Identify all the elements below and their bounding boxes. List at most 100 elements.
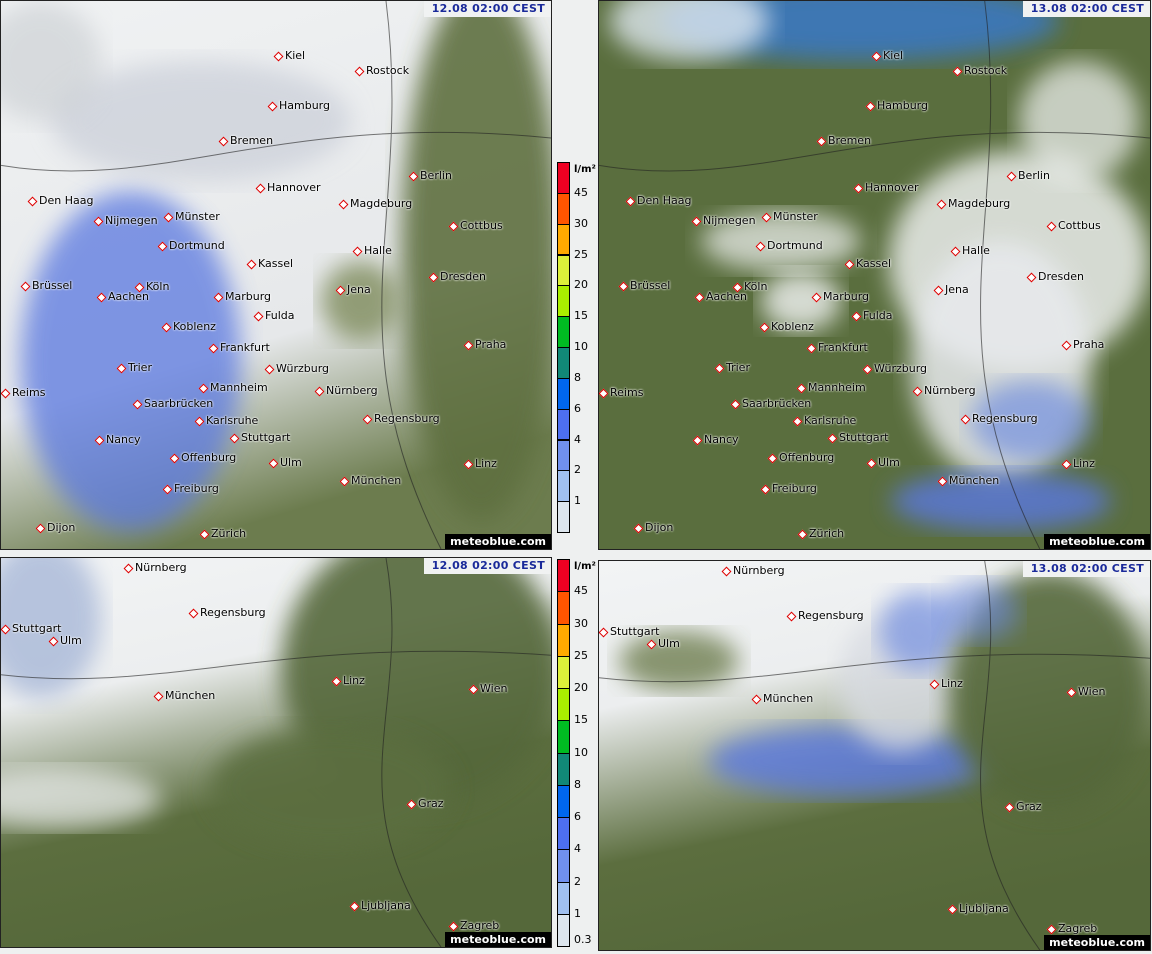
legend-color-step xyxy=(557,377,570,410)
city-marker-icon xyxy=(255,183,266,193)
city-name: Dresden xyxy=(440,270,486,283)
map-panel-1: Kiel Rostock Hamburg Bremen Berlin Hannover De… xyxy=(0,0,552,550)
legend-color-step xyxy=(557,192,570,225)
city-marker-icon xyxy=(27,196,38,206)
city-label: Köln xyxy=(732,280,767,293)
legend-label: 4 xyxy=(574,842,581,856)
legend-unit: l/m² xyxy=(574,561,596,572)
legend-color-step xyxy=(557,784,570,818)
legend-label: 8 xyxy=(574,777,581,791)
city-name: Ulm xyxy=(658,637,680,650)
city-name: Ljubljana xyxy=(361,899,411,912)
city-marker-icon xyxy=(169,453,180,463)
city-name: Trier xyxy=(726,361,750,374)
legend-label: 30 xyxy=(574,216,588,230)
city-marker-icon xyxy=(960,414,971,424)
city-marker-icon xyxy=(1066,687,1077,697)
city-name: Graz xyxy=(1016,800,1042,813)
city-marker-icon xyxy=(806,343,817,353)
city-label: Hannover xyxy=(255,181,321,194)
city-label: Stuttgart xyxy=(599,625,659,638)
city-marker-icon xyxy=(188,608,199,618)
city-marker-icon xyxy=(264,364,275,374)
watermark: meteoblue.com xyxy=(445,932,551,947)
city-marker-icon xyxy=(599,388,609,398)
city-marker-icon xyxy=(246,259,257,269)
city-marker-icon xyxy=(134,282,145,292)
city-name: Cottbus xyxy=(460,219,503,232)
city-marker-icon xyxy=(428,272,439,282)
city-name: Nijmegen xyxy=(703,214,756,227)
city-marker-icon xyxy=(198,383,209,393)
city-marker-icon xyxy=(35,523,46,533)
legend-label: 45 xyxy=(574,185,588,199)
city-marker-icon xyxy=(721,566,732,576)
precipitation-area xyxy=(1,1,101,121)
city-marker-icon xyxy=(338,199,349,209)
city-label: Zürich xyxy=(797,527,844,540)
city-label: Nürnberg xyxy=(721,564,785,577)
city-name: München xyxy=(949,474,1000,487)
city-name: Offenburg xyxy=(779,451,835,464)
city-name: Nürnberg xyxy=(733,564,785,577)
city-name: Den Haag xyxy=(39,194,94,207)
map-background xyxy=(599,1,1150,549)
city-label: Praha xyxy=(1061,338,1104,351)
city-name: Ljubljana xyxy=(959,902,1009,915)
map-panel-4: Nürnberg Regensburg Stuttgart Ulm München Lin… xyxy=(598,560,1151,951)
city-name: Freiburg xyxy=(174,482,219,495)
city-marker-icon xyxy=(157,241,168,251)
city-marker-icon xyxy=(406,799,417,809)
legend-color-step xyxy=(557,849,570,883)
city-name: Wien xyxy=(1078,685,1106,698)
legend-label: 0.3 xyxy=(574,933,592,946)
legend-unit: l/m² xyxy=(574,164,596,175)
legend-color-step xyxy=(557,285,570,318)
city-label: Dortmund xyxy=(755,239,823,252)
city-label: Wien xyxy=(468,682,507,695)
city-label: Frankfurt xyxy=(806,341,868,354)
city-name: Magdeburg xyxy=(948,197,1011,210)
map-background xyxy=(1,1,551,549)
city-name: Berlin xyxy=(1018,169,1050,182)
city-label: Halle xyxy=(950,244,990,257)
city-name: Frankfurt xyxy=(220,341,270,354)
city-marker-icon xyxy=(633,523,644,533)
city-name: Linz xyxy=(1073,457,1095,470)
city-marker-icon xyxy=(1026,272,1037,282)
city-name: Nijmegen xyxy=(105,214,158,227)
city-marker-icon xyxy=(933,285,944,295)
city-marker-icon xyxy=(208,343,219,353)
city-label: Reims xyxy=(599,386,643,399)
city-label: Trier xyxy=(714,361,750,374)
city-label: Freiburg xyxy=(760,482,817,495)
city-label: Offenburg xyxy=(767,451,835,464)
city-name: Hamburg xyxy=(279,99,330,112)
city-label: Dresden xyxy=(428,270,486,283)
city-name: Brüssel xyxy=(630,279,671,292)
city-label: Ljubljana xyxy=(947,902,1009,915)
city-marker-icon xyxy=(950,246,961,256)
city-name: Koblenz xyxy=(173,320,216,333)
city-marker-icon xyxy=(691,216,702,226)
city-label: Bremen xyxy=(218,134,273,147)
city-name: Regensburg xyxy=(200,606,266,619)
city-marker-icon xyxy=(929,679,940,689)
city-label: Köln xyxy=(134,280,169,293)
city-name: Regensburg xyxy=(374,412,440,425)
legend-label: 2 xyxy=(574,874,581,888)
city-label: Stuttgart xyxy=(229,431,290,444)
timestamp: 13.08 02:00 CEST xyxy=(1022,561,1150,577)
city-marker-icon xyxy=(751,694,762,704)
precipitation-area xyxy=(701,211,861,271)
legend-color-step xyxy=(557,881,570,915)
city-label: Brüssel xyxy=(20,279,72,292)
city-marker-icon xyxy=(947,904,958,914)
city-label: Regensburg xyxy=(362,412,440,425)
city-name: Trier xyxy=(128,361,152,374)
city-marker-icon xyxy=(354,66,365,76)
city-label: Zagreb xyxy=(448,919,499,932)
city-name: Jena xyxy=(347,283,371,296)
city-label: Nancy xyxy=(94,433,141,446)
city-name: Mannheim xyxy=(210,381,268,394)
